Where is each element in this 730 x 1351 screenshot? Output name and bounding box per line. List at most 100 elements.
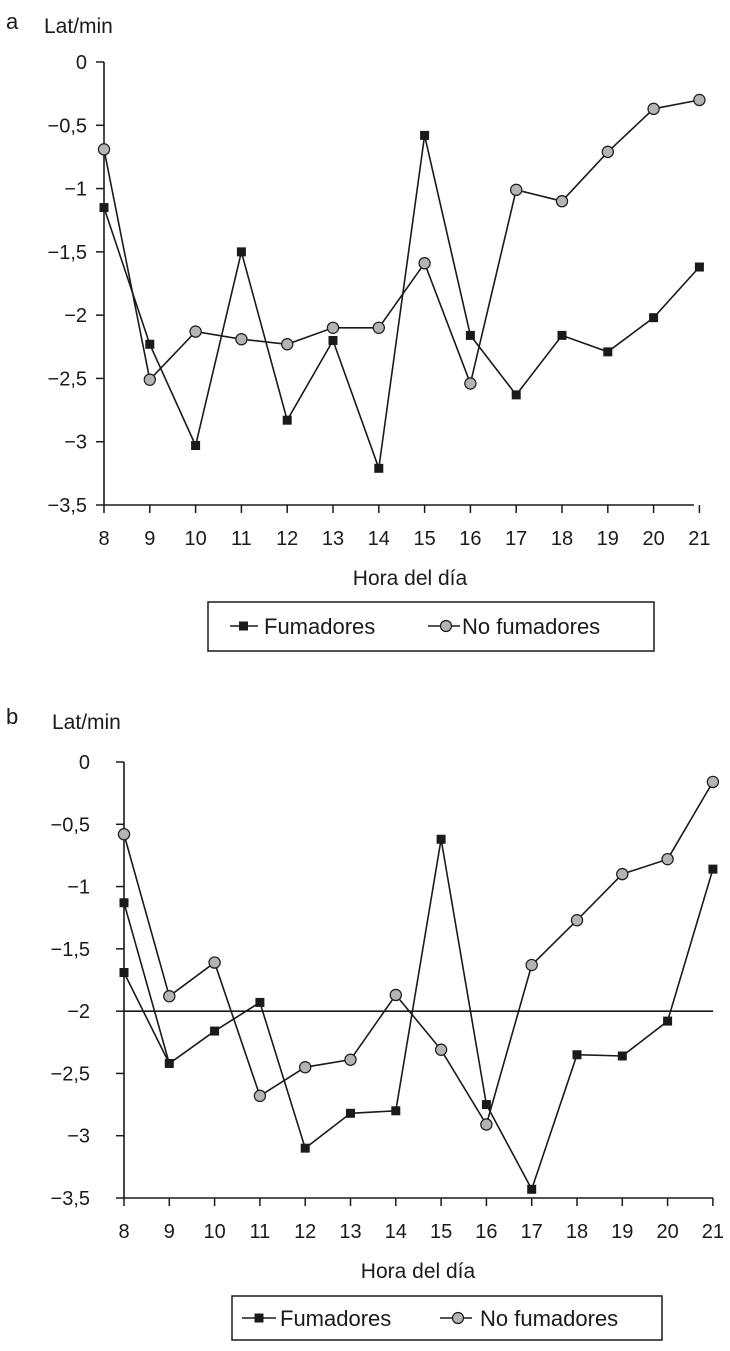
y-tick-label-pa: −1,5 [48, 242, 87, 264]
x-tick-label-pa: 19 [597, 528, 619, 550]
x-tick-label-pb: 12 [294, 1221, 316, 1243]
point-no-fumadores-pb [570, 914, 584, 927]
legend-label-no-fumadores-a: No fumadores [462, 614, 600, 639]
legend-marker-square-a [239, 621, 248, 631]
x-tick-label-pa: 18 [551, 528, 573, 550]
y-tick-label-pa: −0,5 [48, 115, 87, 137]
point-fumadores-pa [328, 335, 338, 345]
legend-marker-circle-a [439, 619, 453, 633]
y-tick-label-pb: −0,5 [51, 814, 90, 836]
x-tick-label-pa: 8 [98, 528, 109, 550]
point-fumadores-pb [119, 898, 129, 908]
point-no-fumadores-pa [555, 195, 569, 208]
point-fumadores-pb [481, 1100, 491, 1110]
point-no-fumadores-pa [235, 332, 248, 346]
x-tick-label-pa: 9 [144, 528, 155, 550]
point-no-fumadores-pa [601, 145, 615, 159]
x-tick-label-pa: 15 [413, 528, 435, 550]
point-no-fumadores-pa [281, 338, 294, 351]
x-tick-label-pb: 18 [566, 1221, 588, 1243]
point-fumadores-pb [617, 1051, 627, 1061]
x-tick-label-pa: 20 [642, 528, 664, 550]
point-no-fumadores-pb [706, 775, 720, 789]
y-tick-label-pa: 0 [76, 52, 87, 74]
y-tick-label-pb: −1 [67, 877, 90, 899]
chart-panel-b: b Lat/min 0 −0,5 −1 −1,5 −2 −2,5 −3 −3,5 8 9 10 11 1… [6, 704, 725, 1341]
y-tick-label-pa: −3,5 [48, 495, 87, 517]
point-no-fumadores-pb [661, 852, 674, 866]
point-fumadores-pb [346, 1108, 355, 1118]
legend-label-fumadores-b: Fumadores [280, 1306, 391, 1331]
point-fumadores-pa [282, 415, 292, 425]
x-axis-label-a: Hora del día [353, 567, 468, 590]
point-no-fumadores-pb [616, 867, 629, 881]
legend-box-b [231, 1295, 663, 1341]
y-axis-label-a: Lat/min [44, 15, 113, 38]
point-fumadores-pb [708, 864, 718, 874]
point-no-fumadores-pb [208, 956, 221, 969]
point-no-fumadores-pb [480, 1118, 493, 1131]
x-tick-label-pb: 17 [521, 1221, 543, 1243]
point-no-fumadores-pb [163, 989, 176, 1003]
y-tick-label-pa: −3 [64, 432, 87, 454]
legend-label-no-fumadores-b: No fumadores [480, 1306, 618, 1331]
point-no-fumadores-pa [97, 143, 111, 156]
x-tick-label-pb: 15 [430, 1221, 452, 1243]
x-tick-label-pb: 11 [250, 1221, 271, 1243]
point-fumadores-pa [374, 463, 384, 473]
point-fumadores-pb [527, 1184, 537, 1194]
plot-area-a: 0 −0,5 −1 −1,5 −2 −2,5 −3 −3,5 8 9 10 11 12 13 14 15 16 1… [48, 52, 711, 550]
point-fumadores-pa [236, 247, 246, 257]
point-fumadores-pb [300, 1143, 310, 1153]
point-no-fumadores-pa [143, 373, 156, 386]
legend-label-fumadores-a: Fumadores [264, 614, 375, 639]
point-fumadores-pa [511, 390, 521, 400]
legend-marker-square-b [254, 1313, 264, 1323]
y-tick-label-pb: −2,5 [51, 1063, 90, 1085]
x-tick-label-pa: 13 [322, 528, 344, 550]
point-fumadores-pb [436, 834, 446, 844]
x-tick-label-pa: 16 [459, 528, 481, 550]
series-line-fumadores-pb [123, 839, 714, 1192]
x-tick-label-pb: 8 [118, 1221, 129, 1243]
series-line-fumadores-pa [103, 135, 700, 469]
y-tick-label-pb: −3 [67, 1126, 90, 1148]
point-no-fumadores-pb [299, 1060, 312, 1074]
point-fumadores-pa [557, 330, 567, 340]
point-no-fumadores-pb [525, 958, 538, 972]
x-tick-label-pb: 21 [702, 1221, 724, 1243]
y-tick-label-pa: −2,5 [48, 368, 87, 390]
y-tick-label-pb: −1,5 [51, 939, 90, 961]
chart-panel-a: a Lat/min 0 −0,5 −1 −1,5 −2 −2,5 −3 −3,5 8 9 10 11 1… [6, 9, 711, 652]
series-line-no-fumadores-pb [123, 781, 714, 1127]
x-tick-label-pa: 11 [231, 528, 252, 550]
series-extra-segment-pb [123, 972, 171, 1064]
point-fumadores-pb [391, 1106, 401, 1116]
point-fumadores-pa [99, 203, 109, 213]
point-no-fumadores-pa [647, 102, 660, 116]
point-no-fumadores-pa [464, 377, 477, 390]
point-no-fumadores-pa [418, 257, 431, 270]
x-tick-label-pb: 13 [339, 1221, 361, 1243]
x-tick-label-pa: 10 [184, 528, 206, 550]
point-fumadores-pa [603, 347, 613, 357]
point-fumadores-pb [210, 1026, 220, 1036]
point-fumadores-pa [465, 330, 475, 340]
y-tick-label-pa: −2 [64, 305, 87, 327]
x-tick-label-pa: 21 [688, 528, 710, 550]
y-tick-label-pb: 0 [79, 752, 90, 774]
x-tick-label-pb: 10 [203, 1221, 225, 1243]
y-tick-label-pb: −3,5 [51, 1188, 90, 1210]
point-fumadores-pa [420, 130, 430, 140]
y-tick-label-pa: −1 [64, 179, 87, 201]
point-fumadores-pa [649, 313, 659, 323]
point-fumadores-pb [255, 997, 265, 1007]
point-no-fumadores-pb [253, 1089, 267, 1103]
x-tick-label-pb: 19 [611, 1221, 633, 1243]
point-no-fumadores-pa [372, 321, 385, 334]
plot-area-b: 0 −0,5 −1 −1,5 −2 −2,5 −3 −3,5 8 9 10 11 12 13 14 15 16 1… [51, 752, 725, 1243]
point-no-fumadores-pb [389, 988, 402, 1002]
x-tick-label-pb: 14 [385, 1221, 407, 1243]
